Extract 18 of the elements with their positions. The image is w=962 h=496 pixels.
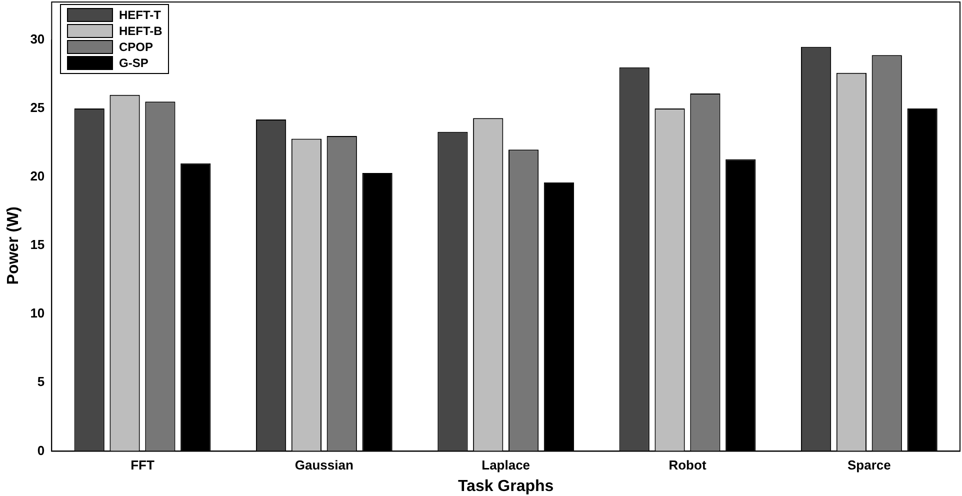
- y-tick-label: 10: [30, 306, 45, 321]
- legend-label: HEFT-T: [119, 8, 161, 22]
- legend-label: CPOP: [119, 40, 154, 54]
- x-axis-title: Task Graphs: [458, 478, 554, 495]
- y-tick-label: 0: [37, 442, 45, 458]
- x-tick-label: Laplace: [482, 458, 530, 473]
- y-axis-title: Power (W): [5, 206, 22, 285]
- y-tick-label: 30: [30, 32, 45, 47]
- y-tick-label: 20: [30, 168, 45, 184]
- y-tick-label: 25: [30, 100, 45, 116]
- x-tick-label: FFT: [130, 458, 154, 473]
- legend-label: HEFT-B: [119, 24, 162, 38]
- x-tick-label: Gaussian: [294, 458, 354, 473]
- x-tick-label: Sparce: [847, 458, 891, 473]
- legend-label: G-SP: [119, 56, 148, 70]
- x-tick-label: Robot: [668, 458, 707, 473]
- y-tick-label: 5: [37, 374, 45, 390]
- y-tick-label: 15: [30, 237, 45, 252]
